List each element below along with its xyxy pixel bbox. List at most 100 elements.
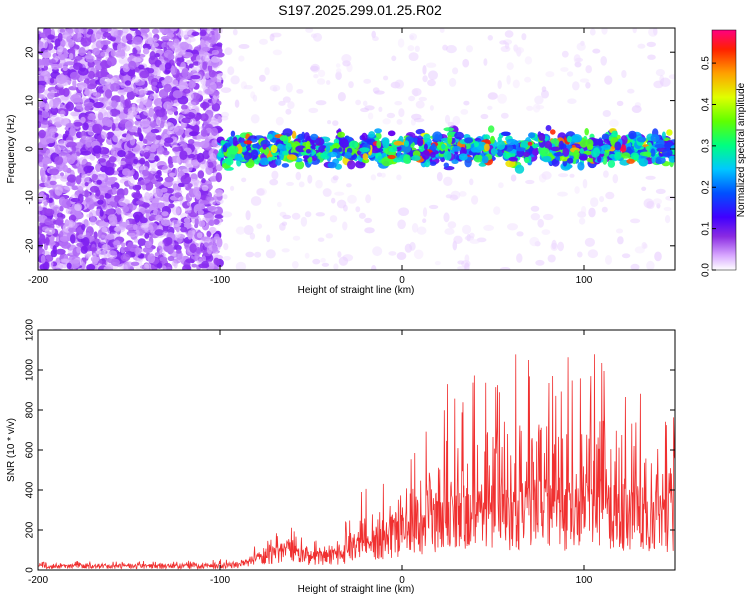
heatmap-cell (281, 221, 288, 226)
heatmap-cell (459, 191, 467, 197)
heatmap-cell (133, 158, 139, 165)
heatmap-cell (176, 85, 187, 90)
heatmap-cell (185, 28, 193, 35)
heatmap-cell (469, 239, 481, 244)
heatmap-cell (414, 45, 420, 52)
heatmap-cell (372, 246, 383, 257)
heatmap-cell (197, 209, 205, 215)
heatmap-cell (181, 68, 189, 78)
heatmap-cell (87, 70, 95, 80)
heatmap-cell (203, 238, 213, 248)
heatmap-cell (388, 251, 397, 256)
heatmap-cell (348, 81, 354, 89)
heatmap-cell (305, 140, 311, 151)
heatmap-cell (110, 258, 120, 267)
heatmap-cell (403, 140, 410, 147)
colorbar-ticks: 0.0 0.1 0.2 0.3 0.4 0.5 (701, 56, 716, 277)
heatmap-cell (97, 199, 104, 205)
heatmap-cell (541, 89, 549, 99)
heatmap-cell (281, 248, 290, 253)
heatmap-cell (367, 112, 374, 120)
heatmap-cell (304, 211, 312, 218)
heatmap-cell (663, 206, 672, 212)
heatmap-cell (582, 178, 588, 189)
heatmap-cell (578, 155, 588, 161)
heatmap-cell (97, 112, 104, 121)
heatmap-cell (561, 50, 569, 58)
heatmap-cell (221, 115, 229, 121)
heatmap-cell (167, 53, 175, 61)
heatmap-cell (232, 29, 238, 36)
heatmap-cell (630, 263, 640, 270)
heatmap-cell (202, 101, 207, 111)
heatmap-cell (43, 76, 48, 81)
heatmap-cell (364, 227, 375, 234)
heatmap-cell (38, 70, 49, 75)
heatmap-cell (96, 179, 102, 185)
heatmap-cell (146, 132, 157, 142)
heatmap-cell (303, 155, 309, 160)
spectrogram-y-tick-label: -10 (25, 190, 36, 205)
heatmap-cell (228, 136, 233, 146)
heatmap-cell (318, 69, 326, 78)
heatmap-cell (586, 144, 594, 150)
heatmap-cell (603, 138, 611, 144)
heatmap-cell (176, 249, 182, 254)
heatmap-cell (567, 98, 577, 104)
heatmap-cell (70, 234, 76, 244)
heatmap-cell (270, 144, 278, 154)
heatmap-cell (553, 152, 564, 157)
heatmap-cell (80, 97, 90, 105)
heatmap-cell (49, 180, 57, 186)
heatmap-cell (187, 183, 193, 188)
heatmap-cell (149, 145, 157, 153)
heatmap-cell (38, 84, 45, 94)
heatmap-cell (601, 133, 610, 141)
heatmap-cell (447, 121, 455, 128)
spectrogram-x-tick-label: 0 (399, 275, 405, 286)
heatmap-cell (483, 224, 494, 231)
heatmap-cell (338, 256, 349, 266)
heatmap-cell (487, 105, 493, 110)
heatmap-cell (382, 138, 390, 149)
heatmap-cell (194, 203, 206, 210)
heatmap-cell (189, 131, 199, 137)
heatmap-cell (272, 86, 278, 92)
heatmap-cell (387, 154, 396, 160)
spectrogram-x-label: Height of straight line (km) (298, 285, 415, 296)
heatmap-cell (222, 194, 228, 200)
heatmap-cell (265, 249, 276, 259)
heatmap-cell (86, 264, 96, 270)
heatmap-cell (195, 78, 200, 83)
heatmap-cell (78, 47, 86, 56)
heatmap-cell (170, 65, 175, 76)
heatmap-cell (199, 29, 207, 37)
heatmap-cell (97, 172, 106, 181)
heatmap-cell (593, 139, 603, 146)
heatmap-cell (75, 175, 82, 185)
heatmap-cell (655, 69, 666, 77)
heatmap-cell (159, 256, 168, 262)
heatmap-cell (665, 195, 675, 201)
heatmap-cell (452, 145, 462, 152)
heatmap-cell (505, 160, 516, 168)
heatmap-cell (381, 152, 387, 157)
heatmap-cell (147, 68, 155, 74)
heatmap-cell (131, 57, 142, 63)
heatmap-cell (398, 207, 410, 216)
heatmap-cell (634, 246, 645, 254)
heatmap-cell (99, 182, 108, 189)
heatmap-cell (579, 78, 590, 83)
heatmap-cell (77, 234, 85, 239)
heatmap-cell (70, 111, 80, 117)
heatmap-cell (249, 232, 256, 240)
heatmap-cell (186, 201, 192, 206)
heatmap-cell (154, 53, 160, 58)
heatmap-cell (104, 89, 113, 99)
heatmap-cell (119, 94, 125, 104)
heatmap-cell (282, 214, 292, 220)
heatmap-cell (110, 146, 115, 156)
heatmap-cell (655, 188, 666, 194)
heatmap-cell (506, 62, 514, 70)
heatmap-cell (401, 144, 412, 153)
